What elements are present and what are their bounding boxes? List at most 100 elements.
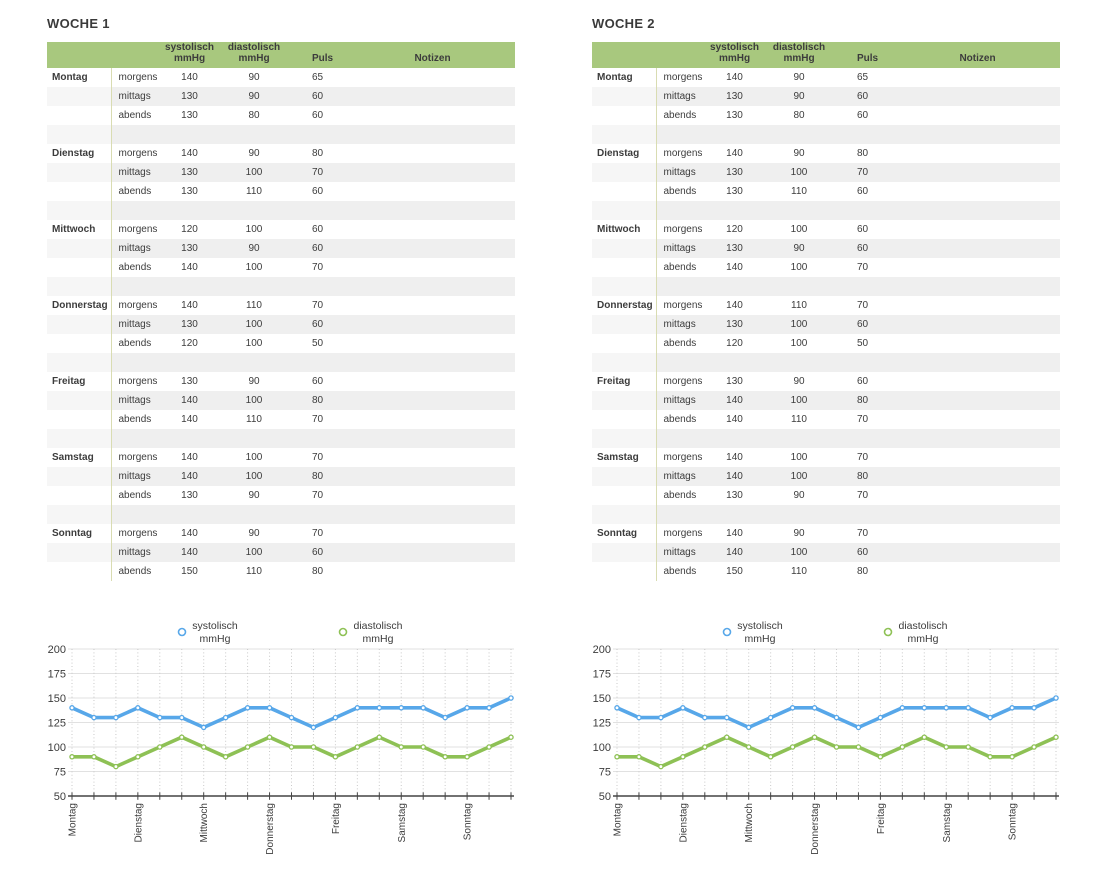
notizen-cell	[895, 410, 1060, 429]
table-row: Samstag morgens 140 100 70	[47, 448, 515, 467]
blood-pressure-table: systolisch mmHg diastolisch mmHg Puls Noti…	[592, 42, 1060, 581]
notizen-cell	[350, 68, 515, 87]
time-cell: morgens	[655, 220, 707, 239]
table-row: mittags 130 90 60	[592, 87, 1060, 106]
diastolic-value	[217, 429, 291, 448]
puls-value: 60	[857, 224, 869, 235]
day-cell	[592, 106, 656, 125]
systolic-value: 140	[181, 528, 198, 539]
y-axis-label: 50	[54, 791, 66, 803]
x-axis-label: Sonntag	[463, 803, 474, 840]
time-cell: abends	[110, 410, 162, 429]
systolic-value: 130	[181, 490, 198, 501]
diastolic-value: 100	[245, 338, 263, 349]
diastolic-value: 100	[790, 262, 808, 273]
systolic-value: 140	[181, 72, 198, 83]
day-cell	[592, 543, 656, 562]
diastolic-value: 90	[793, 528, 805, 539]
notizen-cell	[895, 353, 1060, 372]
diastolisch-data-point-marker	[965, 744, 971, 750]
diastolic-value: 100	[790, 452, 808, 463]
header-systolisch: systolisch mmHg	[162, 42, 217, 68]
diastolic-value: 110	[246, 414, 262, 425]
systolic-value: 130	[707, 239, 762, 258]
diastolisch-data-point-marker	[69, 754, 75, 760]
time-cell: morgens	[110, 220, 162, 239]
diastolisch-data-point-marker	[464, 754, 470, 760]
header-line: mmHg	[718, 53, 751, 64]
puls-value: 80	[312, 148, 324, 159]
systolic-value: 130	[707, 87, 762, 106]
table-row: abends 140 100 70	[47, 258, 515, 277]
systolisch-data-point-marker	[288, 714, 295, 721]
notizen-cell	[350, 562, 515, 581]
notizen-cell	[895, 106, 1060, 125]
systolic-value: 130	[162, 87, 217, 106]
puls-value: 70	[312, 300, 324, 311]
diastolisch-data-point-marker	[420, 744, 426, 750]
systolic-value: 150	[181, 566, 198, 577]
systolic-value: 140	[181, 452, 198, 463]
day-cell: Donnerstag	[52, 300, 108, 311]
day-cell	[592, 353, 656, 372]
systolisch-data-point-marker	[157, 714, 163, 721]
time-cell: mittags	[110, 87, 162, 106]
day-cell: Sonntag	[597, 528, 637, 539]
table-row: Mittwoch morgens 120 100 60	[47, 220, 515, 239]
notizen-cell	[350, 315, 515, 334]
notizen-cell	[350, 391, 515, 410]
diastolisch-data-point-marker	[921, 734, 928, 740]
diastolic-value: 90	[762, 239, 836, 258]
time-cell: abends	[655, 486, 707, 505]
diastolic-value: 100	[790, 338, 808, 349]
systolic-value: 130	[726, 490, 743, 501]
y-axis-label: 100	[48, 742, 66, 754]
x-axis-label: Mittwoch	[199, 803, 210, 842]
systolic-value: 130	[181, 186, 198, 197]
notizen-cell	[895, 296, 1060, 315]
spacer-row	[47, 505, 515, 524]
header-line: diastolisch	[227, 42, 281, 53]
diastolic-value: 90	[217, 239, 291, 258]
day-cell: Freitag	[597, 376, 631, 387]
table-row: Dienstag morgens 140 90 80	[592, 144, 1060, 163]
systolisch-data-point-marker	[636, 714, 642, 721]
systolisch-data-point-marker	[266, 705, 273, 711]
notizen-cell	[895, 201, 1060, 220]
diastolic-value: 90	[793, 376, 805, 387]
header-diastolisch: diastolisch mmHg	[217, 42, 291, 68]
y-axis-label: 200	[48, 644, 66, 656]
systolic-value: 140	[726, 72, 743, 83]
time-cell: mittags	[655, 239, 707, 258]
time-cell: mittags	[655, 87, 707, 106]
y-axis-label: 150	[593, 693, 611, 705]
spacer-row	[592, 277, 1060, 296]
diastolic-value	[762, 201, 836, 220]
spacer-row	[592, 125, 1060, 144]
table-row: Montag morgens 140 90 65	[47, 68, 515, 87]
puls-value	[291, 353, 350, 372]
day-cell: Samstag	[52, 452, 94, 463]
diastolic-value	[762, 353, 836, 372]
diastolisch-data-point-marker	[113, 763, 119, 770]
day-cell: Samstag	[597, 452, 639, 463]
systolisch-data-point-marker	[464, 705, 470, 711]
notizen-cell	[895, 524, 1060, 543]
header-day	[47, 42, 111, 68]
notizen-cell	[895, 429, 1060, 448]
x-axis-label: Dienstag	[133, 803, 144, 842]
systolic-value	[707, 429, 762, 448]
diastolisch-data-point-marker	[1053, 734, 1059, 740]
spacer-row	[592, 505, 1060, 524]
header-puls: Puls	[291, 42, 350, 68]
diastolisch-data-point-marker	[332, 754, 339, 760]
diastolisch-data-point-marker	[157, 744, 163, 750]
diastolic-value: 90	[248, 148, 260, 159]
table-row: Mittwoch morgens 120 100 60	[592, 220, 1060, 239]
time-cell: mittags	[110, 467, 162, 486]
time-cell: morgens	[110, 144, 162, 163]
diastolisch-data-point-marker	[833, 744, 840, 750]
day-cell: Montag	[52, 72, 88, 83]
systolisch-data-point-marker	[811, 705, 818, 711]
puls-value: 70	[312, 528, 324, 539]
